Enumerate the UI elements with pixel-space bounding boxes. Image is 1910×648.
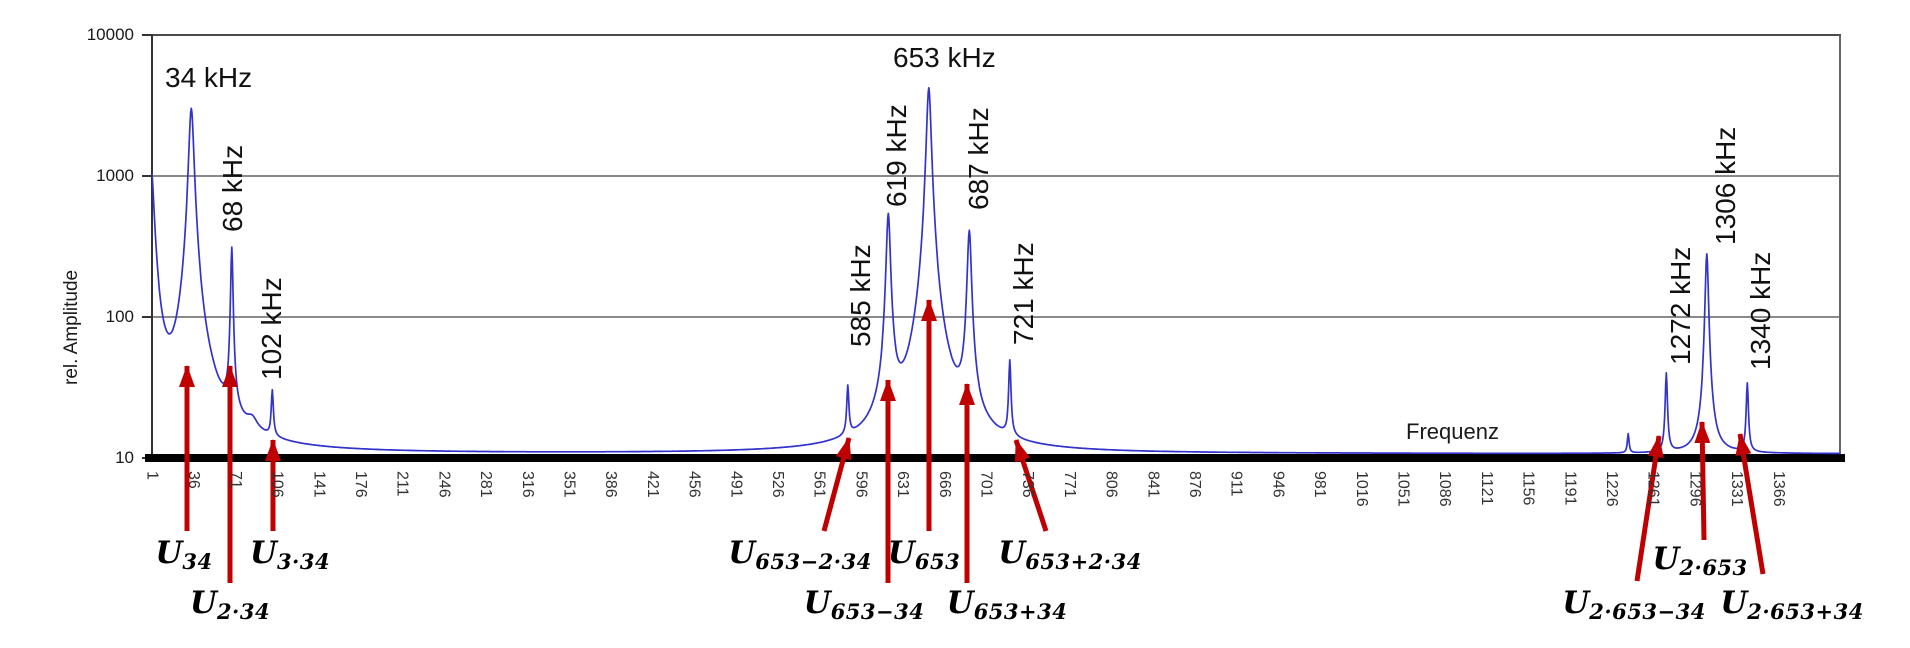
- annotation-label-U-2·34: U2·34: [189, 585, 271, 625]
- arrow-U-2·653−34: [1634, 435, 1664, 582]
- x-tick-label-1366: 1366: [1769, 471, 1787, 507]
- x-tick-label-1156: 1156: [1519, 471, 1537, 506]
- x-axis-line: [145, 454, 1845, 462]
- x-tick-label-1051: 1051: [1394, 471, 1412, 507]
- spectrum-curve: [152, 87, 1840, 455]
- annotation-label-U-653−2·34: U653−2·34: [728, 535, 872, 575]
- x-tick-label-1226: 1226: [1603, 471, 1620, 507]
- peak-label-34-kHz: 34 kHz: [165, 62, 253, 93]
- x-tick-label-1261: 1261: [1644, 471, 1662, 507]
- x-tick-label-491: 491: [727, 471, 745, 498]
- x-tick-label-106: 106: [268, 471, 286, 498]
- annotation-label-U-2·653: U2·653: [1652, 541, 1748, 581]
- x-tick-label-351: 351: [560, 471, 578, 498]
- x-tick-label-141: 141: [310, 471, 328, 498]
- peak-label-721-kHz: 721 kHz: [1008, 242, 1039, 345]
- x-tick-label-596: 596: [852, 471, 870, 498]
- x-tick-label-876: 876: [1186, 471, 1203, 498]
- peak-label-68-kHz: 68 kHz: [217, 144, 248, 232]
- x-tick-label-456: 456: [685, 471, 703, 498]
- x-tick-label-246: 246: [435, 471, 453, 498]
- arrow-U-2·653: [1694, 421, 1711, 541]
- x-tick-label-176: 176: [352, 471, 369, 498]
- annotation-label-U-2·653−34: U2·653−34: [1562, 585, 1706, 625]
- x-tick-label-526: 526: [769, 471, 786, 498]
- peak-label-1306-kHz: 1306 kHz: [1710, 126, 1741, 245]
- arrow-U-653+2·34: [1013, 439, 1049, 532]
- arrow-U-653−2·34: [821, 437, 852, 532]
- x-tick-label-71: 71: [226, 471, 244, 489]
- x-tick-label-701: 701: [977, 471, 995, 498]
- x-tick-label-911: 911: [1227, 471, 1245, 497]
- annotation-label-U-2·653+34: U2·653+34: [1720, 585, 1864, 625]
- y-axis-title: rel. Amplitude: [61, 269, 82, 385]
- annotation-label-U-653−34: U653−34: [803, 585, 925, 625]
- x-tick-label-1296: 1296: [1686, 471, 1704, 507]
- x-tick-label-771: 771: [1060, 471, 1078, 498]
- annotation-label-U-653: U653: [887, 535, 961, 575]
- x-tick-label-1331: 1331: [1728, 471, 1746, 507]
- x-tick-label-1016: 1016: [1352, 471, 1370, 507]
- x-tick-label-1121: 1121: [1477, 471, 1495, 506]
- x-tick-label-211: 211: [393, 471, 411, 497]
- x-tick-label-841: 841: [1144, 471, 1162, 498]
- x-axis-title: Frequenz: [1406, 419, 1499, 444]
- peak-label-585-kHz: 585 kHz: [845, 244, 876, 347]
- annotation-label-U-653+34: U653+34: [946, 585, 1068, 625]
- x-tick-label-421: 421: [643, 471, 661, 498]
- y-tick-label-1000: 1000: [96, 166, 134, 185]
- annotation-label-U-34: U34: [155, 535, 213, 575]
- annotation-label-U-3·34: U3·34: [249, 535, 331, 575]
- x-tick-label-1086: 1086: [1436, 471, 1454, 507]
- x-tick-label-981: 981: [1311, 471, 1329, 498]
- peak-label-653-kHz: 653 kHz: [893, 42, 996, 73]
- arrow-U-2·653+34: [1735, 433, 1766, 575]
- x-tick-label-1: 1: [143, 471, 161, 480]
- x-tick-label-946: 946: [1269, 471, 1287, 498]
- x-tick-label-36: 36: [185, 471, 203, 489]
- x-tick-label-281: 281: [477, 471, 495, 498]
- x-tick-label-631: 631: [894, 471, 912, 498]
- y-tick-label-100: 100: [105, 307, 134, 326]
- peak-label-687-kHz: 687 kHz: [963, 107, 994, 210]
- x-tick-label-386: 386: [602, 471, 620, 498]
- peak-label-1340-kHz: 1340 kHz: [1745, 251, 1776, 370]
- peak-label-1272-kHz: 1272 kHz: [1665, 246, 1696, 365]
- x-tick-label-1191: 1191: [1561, 471, 1579, 506]
- x-tick-label-736: 736: [1019, 471, 1037, 498]
- peak-label-102-kHz: 102 kHz: [256, 277, 287, 380]
- y-tick-label-10000: 10000: [86, 25, 134, 44]
- peak-label-619-kHz: 619 kHz: [881, 104, 912, 207]
- x-tick-label-561: 561: [810, 471, 828, 498]
- annotation-label-U-653+2·34: U653+2·34: [998, 535, 1142, 575]
- x-tick-label-806: 806: [1102, 471, 1120, 498]
- y-tick-label-10: 10: [115, 448, 134, 467]
- x-tick-label-666: 666: [935, 471, 953, 498]
- x-tick-label-316: 316: [518, 471, 536, 498]
